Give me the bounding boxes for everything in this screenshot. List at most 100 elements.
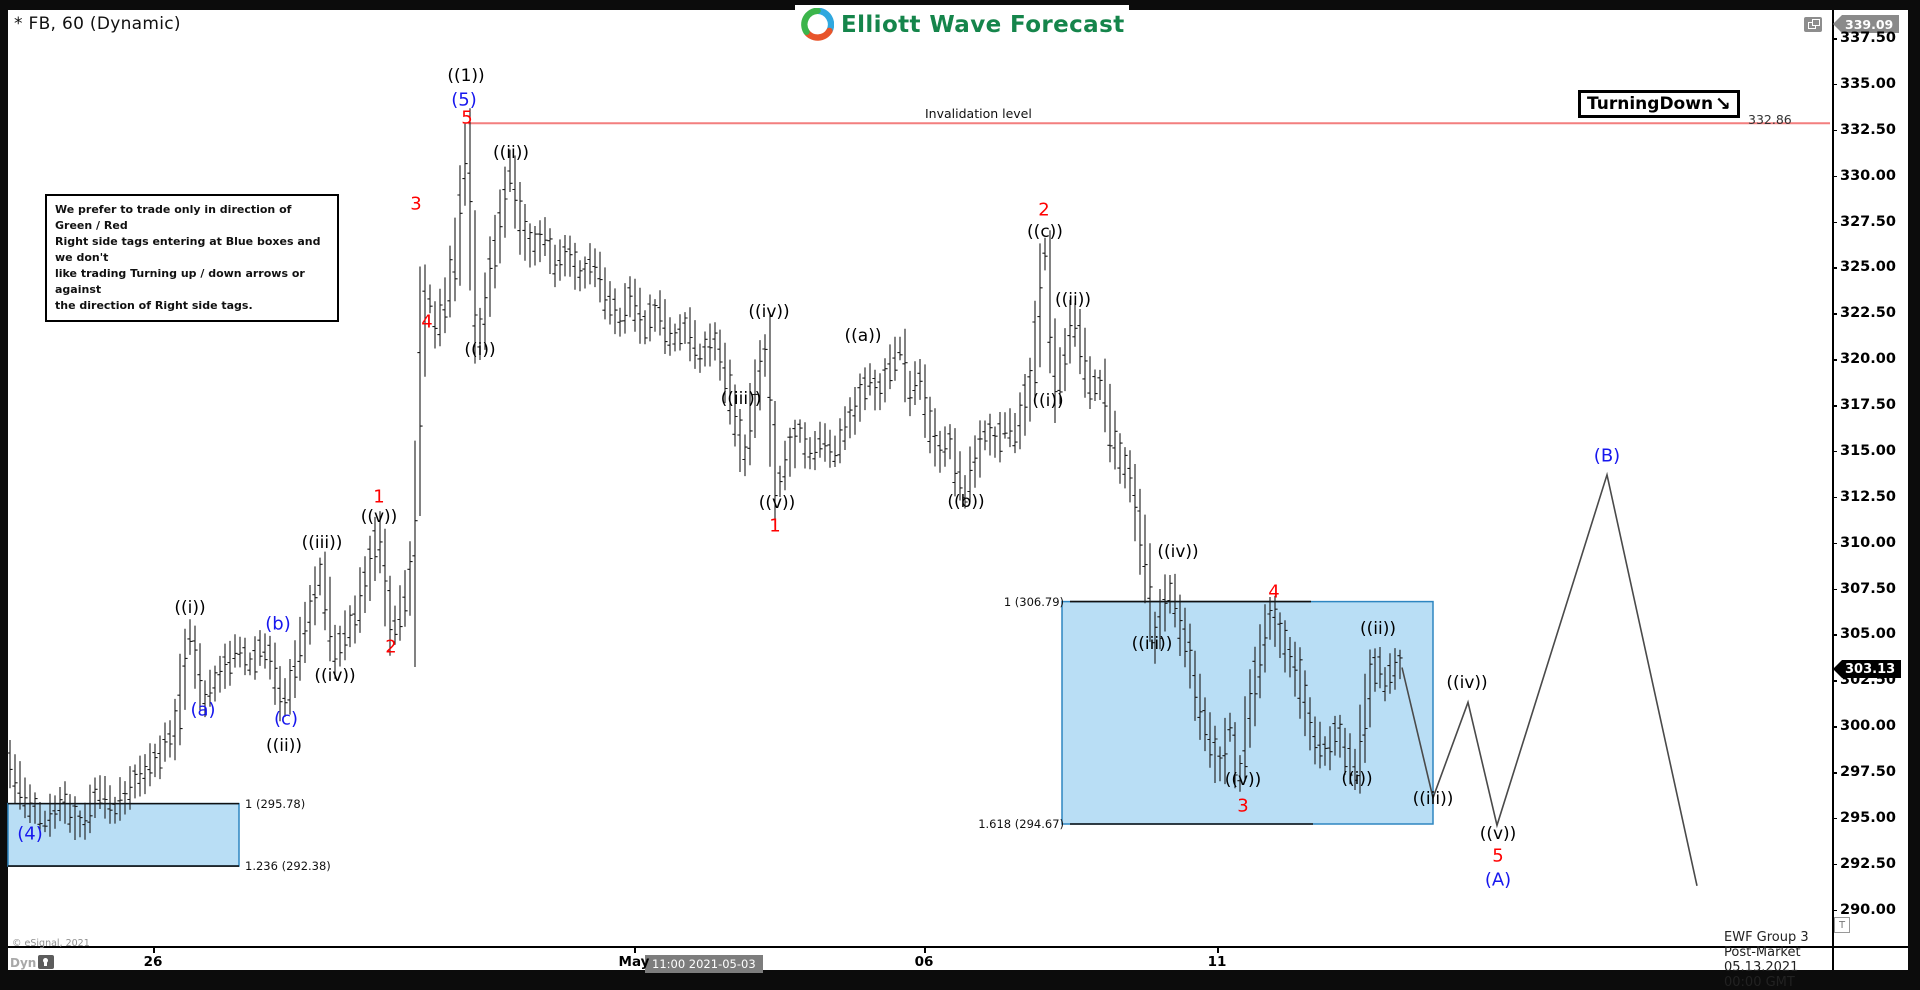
crosshair-time-tooltip: 11:00 2021-05-03 bbox=[645, 955, 763, 973]
turning-down-badge: TurningDown ↘ bbox=[1578, 90, 1740, 118]
price-tick: 337.50 bbox=[1832, 30, 1896, 46]
time-tick: 06 bbox=[914, 954, 934, 970]
time-tick: 26 bbox=[143, 954, 163, 970]
time-tick: 11 bbox=[1207, 954, 1227, 970]
wave-label: 4 bbox=[1268, 581, 1280, 603]
wave-label: (5) bbox=[451, 89, 477, 111]
restore-window-icon[interactable] bbox=[1804, 17, 1822, 32]
price-tick: 325.00 bbox=[1832, 259, 1896, 275]
price-axis-panel[interactable] bbox=[1834, 10, 1908, 946]
price-tick: 292.50 bbox=[1832, 856, 1896, 872]
wave-label: (a) bbox=[190, 699, 216, 721]
price-tick: 295.00 bbox=[1832, 810, 1896, 826]
price-tick: 322.50 bbox=[1832, 305, 1896, 321]
time-tick-mark bbox=[153, 946, 155, 953]
tools-button[interactable]: T bbox=[1834, 917, 1850, 933]
wave-label: ((ii)) bbox=[266, 736, 302, 756]
time-tick: May bbox=[618, 954, 650, 970]
wave-label: (4) bbox=[17, 823, 43, 845]
disclaimer-box: We prefer to trade only in direction of … bbox=[45, 194, 339, 322]
wave-label: ((1)) bbox=[447, 66, 485, 86]
price-tick: 330.00 bbox=[1832, 168, 1896, 184]
wave-label: 5 bbox=[461, 107, 473, 129]
price-tick: 300.00 bbox=[1832, 718, 1896, 734]
wave-label: 1 bbox=[373, 486, 385, 508]
fib-label: 1 (295.78) bbox=[245, 796, 306, 811]
chart-title: * FB, 60 (Dynamic) bbox=[14, 14, 181, 34]
wave-label: ((v)) bbox=[758, 493, 796, 513]
invalidation-level-label: Invalidation level bbox=[925, 106, 1032, 121]
logo: Elliott Wave Forecast bbox=[795, 5, 1129, 44]
price-tick: 327.50 bbox=[1832, 214, 1896, 230]
wave-label: 3 bbox=[1237, 795, 1249, 817]
wave-label: ((i)) bbox=[1032, 391, 1064, 411]
price-tick: 290.00 bbox=[1832, 902, 1896, 918]
price-tick: 335.00 bbox=[1832, 76, 1896, 92]
wave-label: (c) bbox=[274, 708, 298, 730]
price-tick: 302.50 bbox=[1832, 672, 1896, 688]
wave-label: (B) bbox=[1593, 445, 1621, 467]
lock-icon[interactable] bbox=[38, 955, 54, 969]
time-axis-panel[interactable] bbox=[8, 948, 1908, 970]
wave-label: ((iv)) bbox=[748, 302, 790, 322]
time-tick-mark bbox=[1217, 946, 1219, 953]
annotation-footer-note: EWF Group 3 Post-Market 05.13.2021 00:00… bbox=[1724, 930, 1809, 990]
price-tick: 305.00 bbox=[1832, 626, 1896, 642]
time-tick-mark bbox=[634, 946, 636, 953]
wave-label: ((iv)) bbox=[314, 666, 356, 686]
wave-label: 4 bbox=[421, 311, 433, 333]
price-tick: 297.50 bbox=[1832, 764, 1896, 780]
plot-background bbox=[8, 10, 1832, 946]
wave-label: 1 bbox=[769, 515, 781, 537]
wave-label: ((ii)) bbox=[1055, 290, 1091, 310]
wave-label: ((iii)) bbox=[720, 389, 762, 409]
wave-label: ((a)) bbox=[844, 326, 882, 346]
wave-label: ((i)) bbox=[1341, 769, 1373, 789]
price-tick: 320.00 bbox=[1832, 351, 1896, 367]
wave-label: (b) bbox=[265, 613, 291, 635]
price-bars bbox=[7, 108, 1403, 840]
price-tick: 315.00 bbox=[1832, 443, 1896, 459]
price-tick: 307.50 bbox=[1832, 581, 1896, 597]
axis-separator-vertical bbox=[1832, 10, 1834, 970]
wave-label: ((b)) bbox=[947, 492, 985, 512]
logo-icon bbox=[801, 8, 834, 41]
invalidation-price-label: 332.86 bbox=[1748, 112, 1792, 127]
logo-text: Elliott Wave Forecast bbox=[841, 11, 1125, 38]
fib-label: 1.236 (292.38) bbox=[245, 859, 331, 874]
wave-label: 3 bbox=[410, 193, 422, 215]
wave-label: ((ii)) bbox=[493, 143, 529, 163]
wave-label: ((iii)) bbox=[1131, 634, 1173, 654]
wave-label: 5 bbox=[1492, 845, 1504, 867]
wave-label: ((v)) bbox=[1479, 824, 1517, 844]
wave-label: (A) bbox=[1484, 869, 1512, 891]
wave-label: ((i)) bbox=[464, 340, 496, 360]
wave-label: ((v)) bbox=[360, 507, 398, 527]
wave-label: ((i)) bbox=[174, 598, 206, 618]
turn-down-arrow-icon: ↘ bbox=[1715, 93, 1731, 115]
wave-label: ((iv)) bbox=[1157, 542, 1199, 562]
price-tick: 312.50 bbox=[1832, 489, 1896, 505]
copyright-text: © eSignal, 2021 bbox=[12, 938, 90, 949]
projection-path bbox=[1401, 471, 1698, 886]
session-high-price-tag: 339.09 bbox=[1833, 15, 1900, 33]
wave-label: ((iii)) bbox=[301, 533, 343, 553]
wave-label: ((c)) bbox=[1027, 222, 1063, 242]
disclaimer-line: the direction of Right side tags. bbox=[55, 298, 253, 312]
disclaimer-line: like trading Turning up / down arrows or… bbox=[55, 266, 305, 296]
time-tick-mark bbox=[924, 946, 926, 953]
fib-label: 1.618 (294.67) bbox=[978, 817, 1064, 831]
wave-label: 2 bbox=[385, 636, 397, 658]
wave-label: ((ii)) bbox=[1360, 619, 1396, 639]
disclaimer-line: We prefer to trade only in direction of … bbox=[55, 203, 292, 232]
fib-label: 1 (306.79) bbox=[1003, 594, 1064, 609]
price-tick: 332.50 bbox=[1832, 122, 1896, 138]
tab-dyn[interactable]: Dyn bbox=[10, 956, 37, 970]
turning-down-label: TurningDown bbox=[1587, 94, 1714, 114]
disclaimer-line: Right side tags entering at Blue boxes a… bbox=[55, 234, 321, 264]
wave-label: ((iv)) bbox=[1446, 673, 1488, 693]
price-tick: 317.50 bbox=[1832, 397, 1896, 413]
blue-box bbox=[1061, 600, 1434, 825]
wave-label: 2 bbox=[1038, 199, 1050, 221]
